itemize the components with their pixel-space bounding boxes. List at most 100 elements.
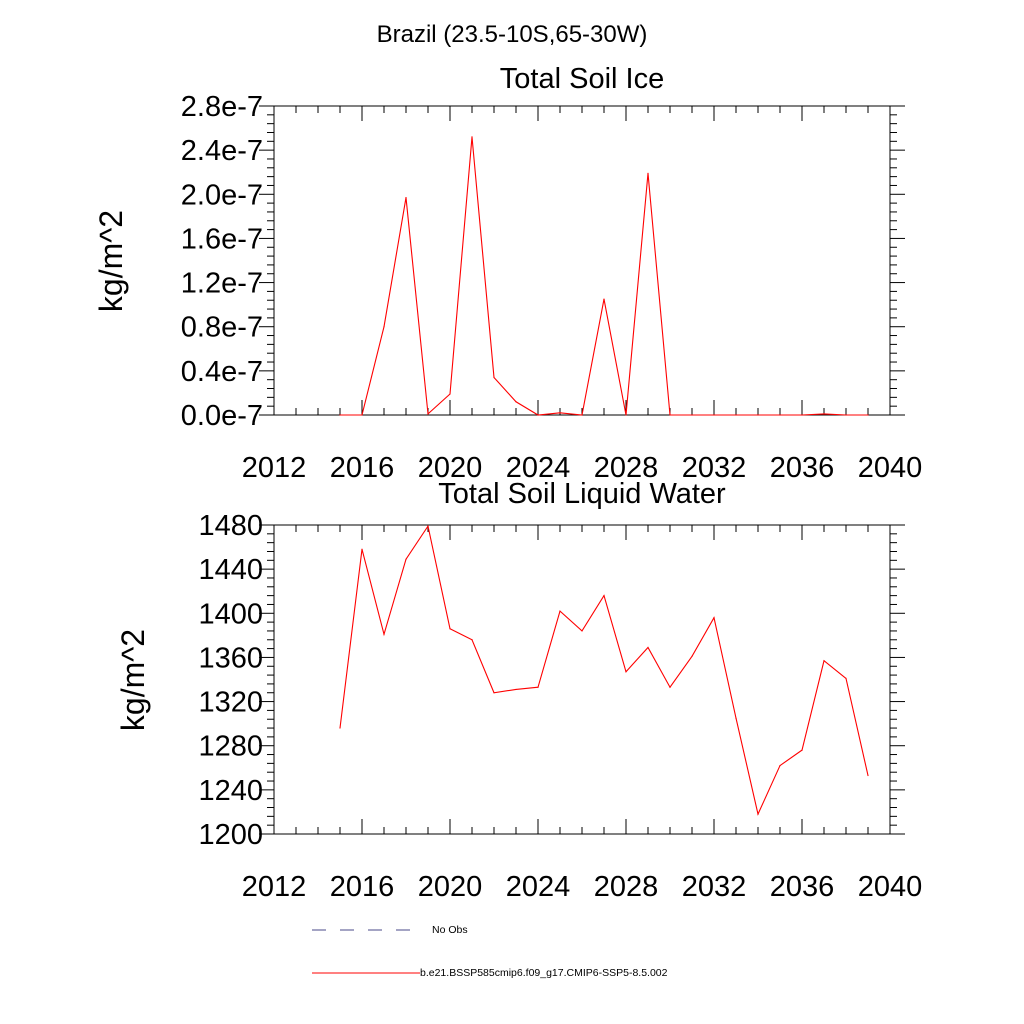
y-axis-label-soil-ice: kg/m^2 (93, 210, 129, 312)
x-tick-label: 2012 (242, 452, 307, 484)
data-point (361, 414, 363, 416)
x-tick-label: 2036 (770, 452, 835, 484)
data-point (383, 326, 385, 328)
data-point (757, 414, 759, 416)
legend-obs-label: No Obs (432, 924, 468, 936)
data-point (405, 196, 407, 199)
data-point (559, 412, 561, 414)
data-point (493, 376, 495, 379)
y-tick-label: 1240 (198, 775, 263, 807)
data-point (625, 671, 627, 673)
data-point (823, 413, 825, 415)
data-point (713, 414, 715, 416)
data-point (823, 660, 825, 662)
data-point (779, 764, 781, 767)
data-point (515, 401, 517, 403)
y-tick-label: 0.8e-7 (181, 312, 263, 344)
axis-ticks-soil-liquid-water (259, 524, 905, 835)
data-point (427, 413, 429, 415)
y-tick-label: 1200 (198, 819, 263, 851)
plot-frame-soil-liquid-water (273, 524, 891, 835)
data-point (845, 677, 847, 679)
plot-frame-soil-ice (273, 105, 891, 416)
data-point (427, 525, 429, 527)
x-tick-label: 2024 (506, 452, 571, 484)
figure-suptitle: Brazil (23.5-10S,65-30W) (377, 21, 648, 48)
data-point (647, 646, 649, 649)
x-tick-label: 2020 (418, 871, 483, 903)
data-point (691, 655, 693, 657)
data-layer-soil-liquid-water (339, 524, 869, 816)
data-point (405, 558, 407, 560)
data-point (471, 136, 473, 138)
data-point (603, 595, 605, 597)
data-point (867, 414, 869, 416)
data-point (537, 414, 539, 416)
data-point (647, 172, 649, 174)
panel-total-soil-ice: Total Soil Ice kg/m^2 2012 2016 2020 2024 20… (93, 63, 922, 484)
data-point (361, 548, 363, 550)
y-tick-label: 1320 (198, 687, 263, 719)
data-layer-soil-ice (339, 136, 869, 416)
tick-labels-soil-liquid-water: 2012 2016 2020 2024 2028 2032 2036 2040 1200 1240… (198, 510, 922, 903)
data-point (669, 414, 671, 416)
data-point (801, 414, 803, 416)
data-point (779, 414, 781, 416)
data-point (845, 414, 847, 416)
y-tick-label: 2.4e-7 (181, 135, 263, 167)
y-tick-label: 0.4e-7 (181, 356, 263, 388)
data-point (559, 610, 561, 612)
data-point (537, 686, 539, 688)
y-tick-label: 1.6e-7 (181, 223, 263, 255)
y-tick-label: 1480 (198, 510, 263, 542)
x-tick-label: 2012 (242, 871, 307, 903)
x-tick-label: 2016 (330, 871, 395, 903)
x-tick-label: 2020 (418, 452, 483, 484)
y-tick-label: 2.0e-7 (181, 179, 263, 211)
data-point (625, 414, 627, 416)
data-point (691, 414, 693, 416)
x-tick-label: 2032 (682, 452, 747, 484)
y-tick-label: 1400 (198, 598, 263, 630)
data-point (515, 688, 517, 691)
data-point (339, 414, 341, 416)
panel-total-soil-liquid-water: Total Soil Liquid Water kg/m^2 2012 2016 2… (115, 478, 922, 903)
data-point (735, 414, 737, 416)
x-tick-label: 2036 (770, 871, 835, 903)
y-tick-label: 1440 (198, 554, 263, 586)
data-point (603, 298, 605, 300)
y-tick-label: 0.0e-7 (181, 400, 263, 432)
x-tick-label: 2040 (858, 871, 923, 903)
tick-labels-soil-ice: 2012 2016 2020 2024 2028 2032 2036 2040 0.0e-7 0.… (181, 91, 922, 484)
panel-title-soil-liquid-water: Total Soil Liquid Water (438, 478, 726, 510)
data-point (801, 749, 803, 751)
data-point (383, 633, 385, 635)
panel-title-soil-ice: Total Soil Ice (500, 63, 664, 95)
legend-model-label: b.e21.BSSP585cmip6.f09_g17.CMIP6-SSP5-8.… (420, 967, 668, 979)
axis-ticks-soil-ice (259, 105, 905, 416)
x-tick-label: 2016 (330, 452, 395, 484)
x-tick-label: 2028 (594, 871, 659, 903)
x-tick-label: 2040 (858, 452, 923, 484)
x-tick-label: 2028 (594, 452, 659, 484)
x-tick-label: 2032 (682, 871, 747, 903)
data-point (713, 617, 715, 619)
series-line-soil-ice (340, 136, 868, 416)
x-tick-label: 2024 (506, 871, 571, 903)
data-point (735, 717, 737, 719)
data-point (493, 692, 495, 694)
data-point (339, 727, 341, 729)
y-tick-label: 2.8e-7 (181, 91, 263, 123)
y-tick-label: 1.2e-7 (181, 268, 263, 300)
data-point (581, 630, 583, 632)
data-point (757, 813, 759, 815)
y-axis-label-soil-liquid-water: kg/m^2 (115, 629, 151, 731)
series-line-soil-liquid-water (339, 524, 869, 816)
data-point (471, 639, 473, 641)
y-tick-label: 1280 (198, 731, 263, 763)
data-point (669, 686, 671, 688)
data-point (449, 393, 451, 395)
y-tick-label: 1360 (198, 642, 263, 674)
data-point (581, 414, 583, 416)
